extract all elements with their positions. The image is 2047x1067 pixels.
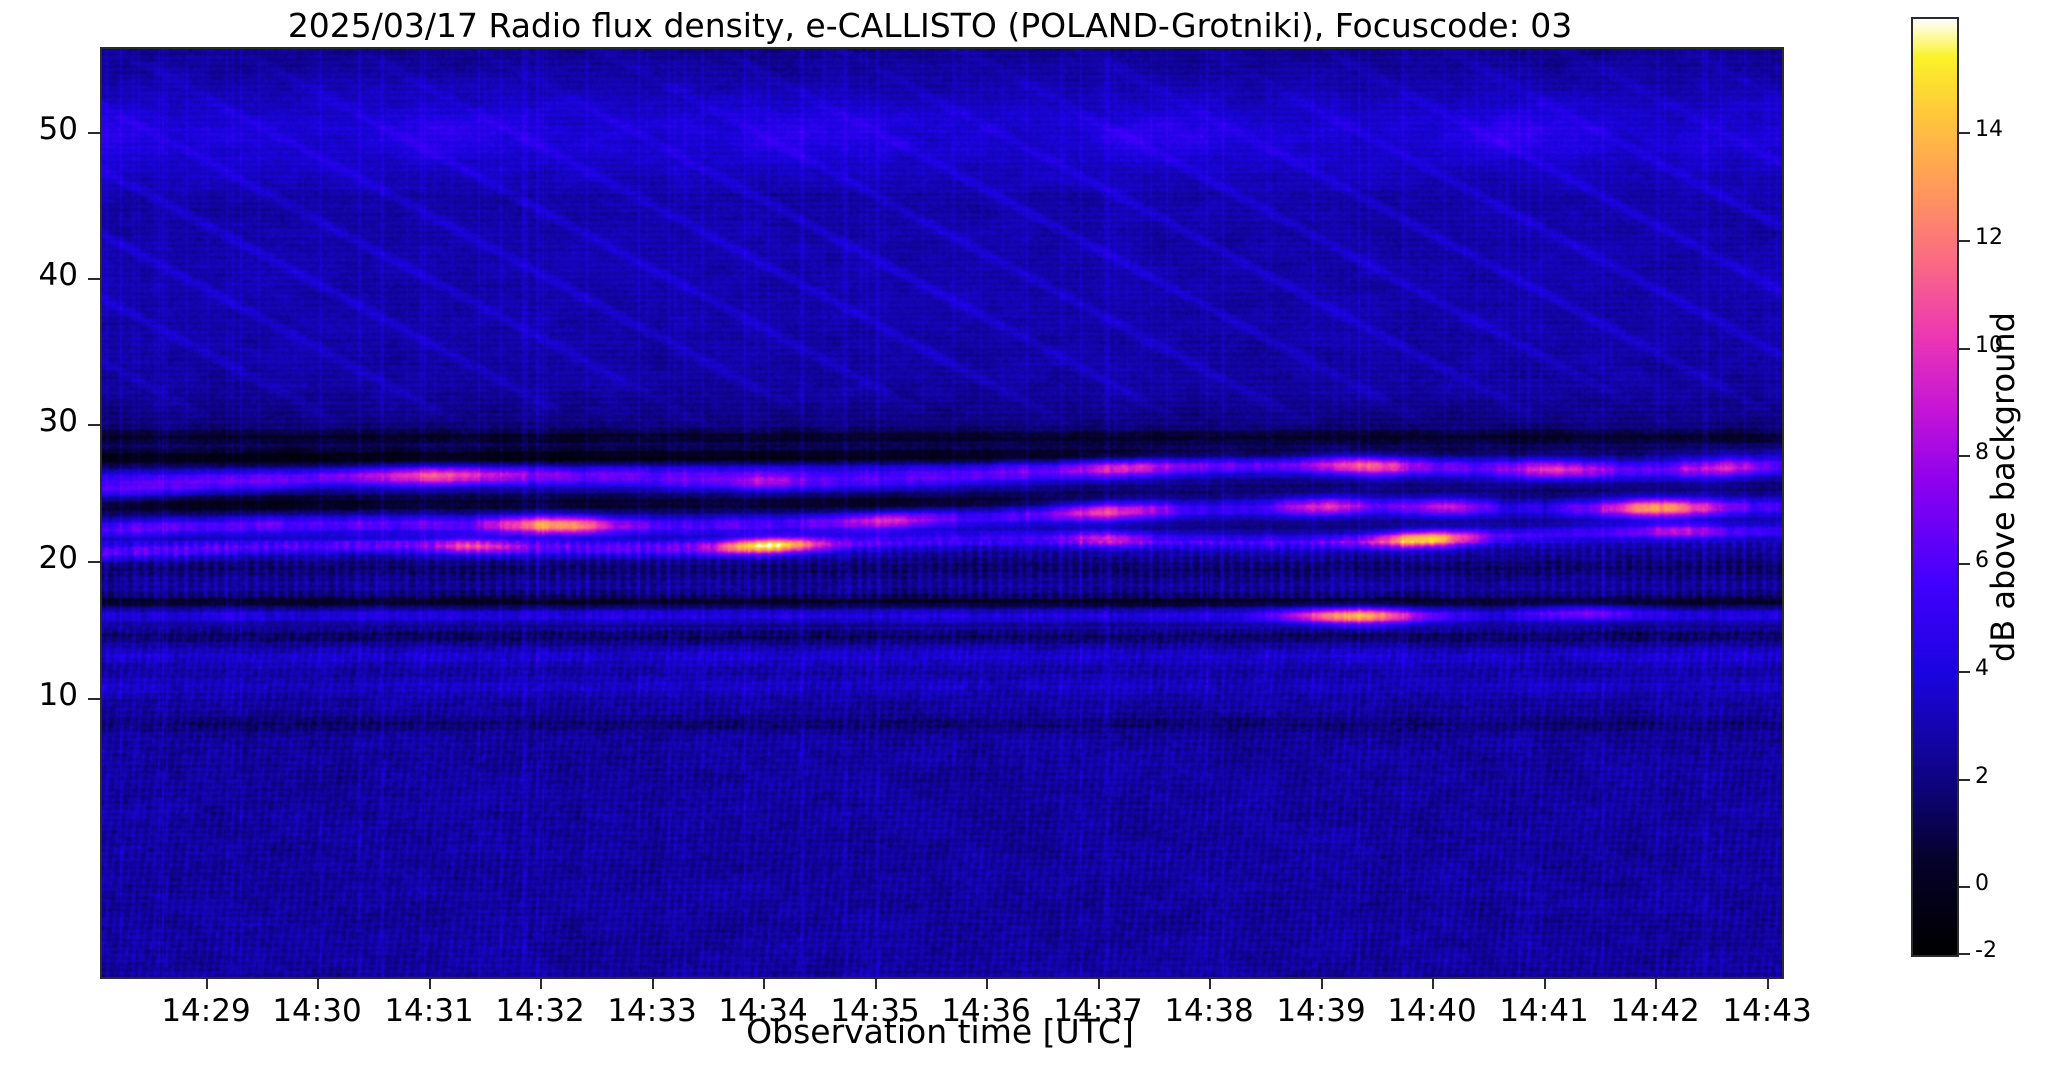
x-tick-label: 14:32 xyxy=(495,993,585,1029)
colorbar-tick-mark xyxy=(1959,348,1970,350)
x-tick-label: 14:29 xyxy=(161,993,251,1029)
x-tick-label: 14:39 xyxy=(1276,993,1366,1029)
colorbar-tick-mark xyxy=(1959,671,1970,673)
spectrogram-canvas xyxy=(102,49,1782,977)
x-tick-mark xyxy=(317,977,319,989)
x-tick-mark xyxy=(1098,977,1100,989)
spectrogram-image xyxy=(102,49,1782,977)
x-tick-label: 14:38 xyxy=(1164,993,1254,1029)
colorbar-tick-label: 0 xyxy=(1975,871,1989,896)
x-tick-label: 14:36 xyxy=(941,993,1031,1029)
y-tick-mark xyxy=(88,278,100,280)
x-tick-mark xyxy=(763,977,765,989)
x-tick-mark xyxy=(1432,977,1434,989)
colorbar-tick-mark xyxy=(1959,779,1970,781)
x-tick-mark xyxy=(429,977,431,989)
colorbar-tick-mark xyxy=(1959,132,1970,134)
colorbar-tick-label: 8 xyxy=(1975,440,1989,465)
colorbar-gradient xyxy=(1911,17,1959,957)
y-tick-label: 10 xyxy=(38,677,78,713)
colorbar-canvas xyxy=(1913,19,1957,955)
x-tick-label: 14:42 xyxy=(1610,993,1700,1029)
y-tick-label: 50 xyxy=(38,111,78,147)
x-tick-mark xyxy=(206,977,208,989)
x-tick-label: 14:43 xyxy=(1722,993,1812,1029)
x-axis-title: Observation time [UTC] xyxy=(746,1012,1134,1051)
colorbar-tick-label: 10 xyxy=(1975,333,2003,358)
colorbar-title: dB above background xyxy=(1984,312,2022,662)
y-tick-mark xyxy=(88,561,100,563)
colorbar-tick-label: 4 xyxy=(1975,656,1989,681)
y-tick-mark xyxy=(88,132,100,134)
colorbar-tick-label: -2 xyxy=(1975,938,1997,963)
x-tick-mark xyxy=(875,977,877,989)
y-tick-label: 30 xyxy=(38,403,78,439)
colorbar-tick-mark xyxy=(1959,563,1970,565)
x-tick-label: 14:30 xyxy=(272,993,362,1029)
colorbar-tick-mark xyxy=(1959,886,1970,888)
y-tick-label: 20 xyxy=(38,540,78,576)
x-tick-mark xyxy=(1767,977,1769,989)
colorbar-tick-mark xyxy=(1959,455,1970,457)
y-tick-mark xyxy=(88,698,100,700)
plot-axes xyxy=(100,47,1784,979)
x-tick-mark xyxy=(540,977,542,989)
colorbar-tick-label: 6 xyxy=(1975,548,1989,573)
x-tick-label: 14:34 xyxy=(718,993,808,1029)
colorbar xyxy=(1911,17,1959,957)
x-tick-label: 14:40 xyxy=(1387,993,1477,1029)
x-tick-mark xyxy=(1209,977,1211,989)
x-tick-mark xyxy=(1321,977,1323,989)
x-tick-label: 14:41 xyxy=(1499,993,1589,1029)
x-tick-label: 14:37 xyxy=(1053,993,1143,1029)
x-tick-label: 14:33 xyxy=(607,993,697,1029)
x-tick-label: 14:35 xyxy=(830,993,920,1029)
x-tick-mark xyxy=(1544,977,1546,989)
y-tick-label: 40 xyxy=(38,257,78,293)
x-tick-mark xyxy=(1655,977,1657,989)
x-tick-mark xyxy=(652,977,654,989)
y-tick-mark xyxy=(88,424,100,426)
colorbar-tick-mark xyxy=(1959,953,1970,955)
colorbar-tick-mark xyxy=(1959,240,1970,242)
colorbar-tick-label: 2 xyxy=(1975,764,1989,789)
colorbar-tick-label: 14 xyxy=(1975,117,2003,142)
figure-title: 2025/03/17 Radio flux density, e-CALLIST… xyxy=(287,6,1573,45)
x-tick-mark xyxy=(986,977,988,989)
x-tick-label: 14:31 xyxy=(384,993,474,1029)
colorbar-tick-label: 12 xyxy=(1975,225,2003,250)
